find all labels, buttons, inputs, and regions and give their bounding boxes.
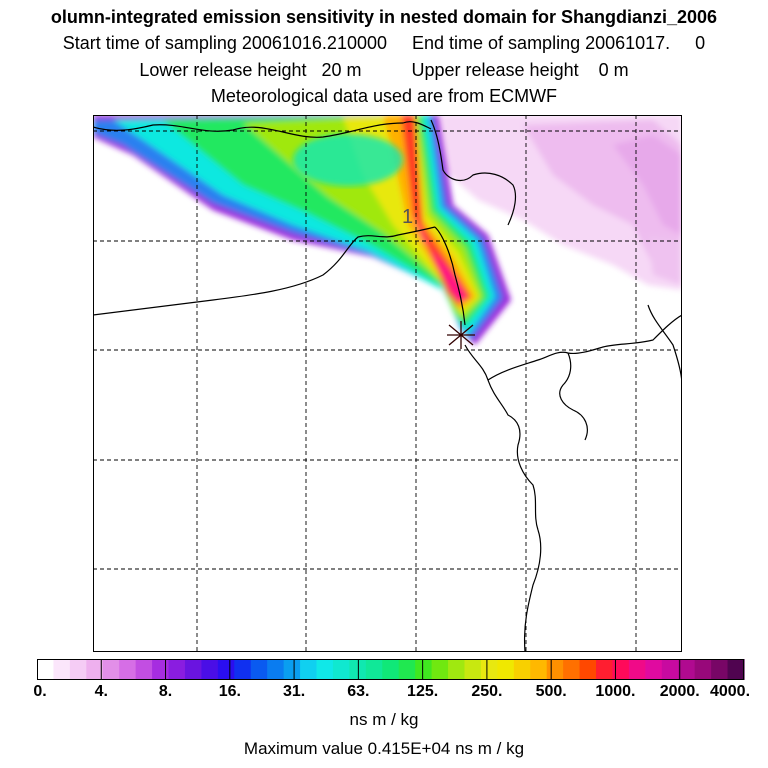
colorbar-swatch bbox=[365, 659, 383, 680]
colorbar-swatch bbox=[678, 659, 696, 680]
colorbar-swatch bbox=[152, 659, 170, 680]
colorbar-swatch bbox=[711, 659, 729, 680]
met-data-source: Meteorological data used are from ECMWF bbox=[210, 86, 558, 106]
colorbar-swatch bbox=[250, 659, 268, 680]
colorbar-swatch bbox=[234, 659, 252, 680]
colorbar-swatch bbox=[694, 659, 712, 680]
colorbar-swatch bbox=[37, 659, 55, 680]
colorbar-swatch bbox=[596, 659, 614, 680]
colorbar-swatch bbox=[168, 659, 186, 680]
lat-lon-grid bbox=[93, 115, 682, 652]
colorbar-tick-label: 31. bbox=[282, 683, 306, 700]
colorbar-swatch bbox=[316, 659, 334, 680]
colorbar-tick-label: 250. bbox=[471, 683, 503, 700]
colorbar-swatch bbox=[69, 659, 87, 680]
colorbar-swatch bbox=[300, 659, 318, 680]
colorbar-swatch bbox=[102, 659, 120, 680]
colorbar-swatch bbox=[563, 659, 581, 680]
sampling-times: Start time of sampling 20061016.210000 E… bbox=[62, 33, 706, 53]
colorbar-tick-label: 8. bbox=[158, 683, 173, 700]
colorbar-swatch bbox=[645, 659, 663, 680]
colorbar-tick-label: 2000. bbox=[659, 683, 700, 700]
colorbar-swatch bbox=[431, 659, 449, 680]
colorbar-swatch bbox=[480, 659, 498, 680]
colorbar-swatch bbox=[661, 659, 679, 680]
colorbar-swatch bbox=[612, 659, 630, 680]
colorbar-swatch bbox=[497, 659, 515, 680]
colorbar-swatch bbox=[217, 659, 235, 680]
maximum-value: Maximum value 0.415E+04 ns m / kg bbox=[243, 739, 525, 758]
colorbar-swatch bbox=[546, 659, 564, 680]
colorbar-swatch bbox=[727, 659, 745, 680]
colorbar-tick-label: 4000. bbox=[709, 683, 751, 700]
colorbar-units: ns m / kg bbox=[349, 710, 419, 729]
colorbar-swatch bbox=[382, 659, 400, 680]
colorbar-tick-label: 1000. bbox=[595, 683, 636, 700]
background-sensitivity-region bbox=[433, 115, 682, 290]
colorbar-tick-label: 0. bbox=[33, 683, 47, 700]
coastlines bbox=[93, 119, 682, 652]
colorbar-swatch bbox=[448, 659, 466, 680]
colorbar-swatch bbox=[135, 659, 153, 680]
map-title: olumn-integrated emission sensitivity in… bbox=[50, 7, 718, 27]
colorbar-swatch bbox=[201, 659, 219, 680]
colorbar-swatch bbox=[415, 659, 433, 680]
colorbar-tick-label: 125. bbox=[407, 683, 439, 700]
colorbar-swatch bbox=[267, 659, 285, 680]
colorbar-swatch bbox=[513, 659, 531, 680]
colorbar-swatch bbox=[464, 659, 482, 680]
station-marker bbox=[447, 321, 475, 349]
colorbar-swatch bbox=[398, 659, 416, 680]
colorbar-swatch bbox=[332, 659, 350, 680]
colorbar-swatch bbox=[53, 659, 71, 680]
colorbar-swatch bbox=[530, 659, 548, 680]
colorbar-swatch bbox=[86, 659, 104, 680]
colorbar bbox=[37, 659, 745, 680]
colorbar-tick-label: 4. bbox=[94, 683, 108, 700]
colorbar-swatch bbox=[119, 659, 137, 680]
colorbar-swatch bbox=[579, 659, 597, 680]
colorbar-tick-label: 500. bbox=[535, 683, 567, 700]
colorbar-swatch bbox=[628, 659, 646, 680]
colorbar-tick-label: 16. bbox=[218, 683, 241, 700]
colorbar-swatch bbox=[283, 659, 301, 680]
colorbar-swatch bbox=[184, 659, 203, 680]
station-number-label: 1 bbox=[402, 206, 413, 228]
emission-sensitivity-map: 1 bbox=[93, 115, 682, 652]
map-frame bbox=[93, 115, 682, 652]
colorbar-tick-label: 63. bbox=[347, 683, 370, 700]
release-heights: Lower release height 20 m Upper release … bbox=[139, 60, 629, 80]
